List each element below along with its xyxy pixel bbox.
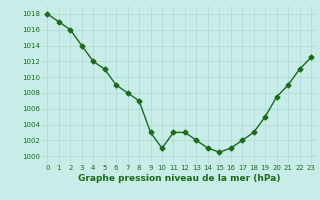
X-axis label: Graphe pression niveau de la mer (hPa): Graphe pression niveau de la mer (hPa): [78, 174, 280, 183]
